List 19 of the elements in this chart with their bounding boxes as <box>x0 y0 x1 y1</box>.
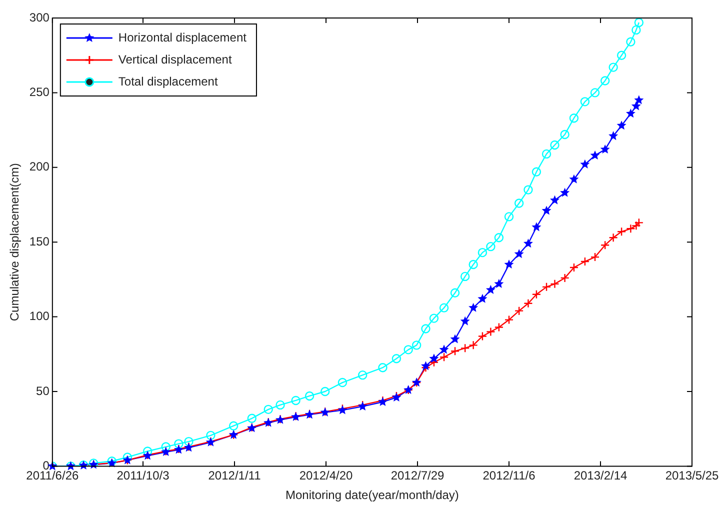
x-axis-title: Monitoring date(year/month/day) <box>286 488 459 502</box>
legend-label: Vertical displacement <box>118 52 232 66</box>
y-axis-title: Cumulative displacement(cm) <box>8 163 22 322</box>
x-tick-label: 2013/5/25 <box>665 468 720 483</box>
y-tick-label: 50 <box>36 384 50 398</box>
y-tick-label: 250 <box>29 85 50 100</box>
x-tick-label: 2011/10/3 <box>116 468 170 483</box>
x-tick-label: 2011/6/26 <box>26 468 79 483</box>
x-tick-label: 2012/4/20 <box>299 468 354 483</box>
x-tick-label: 2013/2/14 <box>574 468 628 483</box>
x-tick-label: 2012/11/6 <box>482 468 536 483</box>
y-tick-label: 100 <box>29 309 50 324</box>
y-tick-label: 150 <box>29 234 50 248</box>
y-tick-label: 300 <box>29 10 50 24</box>
legend-label: Total displacement <box>118 74 218 88</box>
x-tick-label: 2012/7/29 <box>390 468 445 483</box>
x-tick-label: 2012/1/11 <box>208 468 262 483</box>
legend-label: Horizontal displacement <box>118 30 248 44</box>
y-tick-label: 200 <box>29 160 50 174</box>
